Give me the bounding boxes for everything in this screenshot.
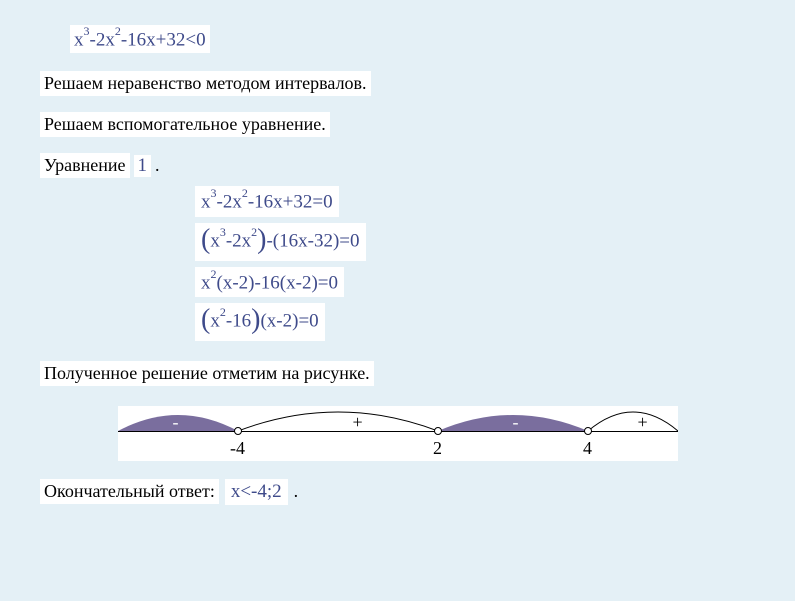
eq-1: x3-2x2-16x+32=0: [195, 186, 339, 216]
point-label-0: -4: [230, 438, 245, 459]
interval-arc-0: [238, 411, 438, 433]
equation-dot: .: [155, 155, 160, 176]
eq-2: (x3-2x2)-(16x-32)=0: [195, 223, 366, 261]
text-aux: Решаем вспомогательное уравнение.: [40, 112, 330, 137]
point-1: [434, 427, 442, 435]
sign-0: -: [173, 412, 179, 433]
answer-dot: .: [294, 481, 299, 502]
sign-3: +: [638, 412, 648, 433]
answer-row: Окончательный ответ: x<-4;2 .: [40, 479, 755, 505]
interval-arc-1: [588, 411, 678, 433]
equations-block: x3-2x2-16x+32=0 (x3-2x2)-(16x-32)=0 x2(x…: [195, 186, 755, 341]
number-line: -4 2 4 - + - +: [118, 406, 678, 461]
text-mark-solution: Полученное решение отметим на рисунке.: [40, 361, 374, 386]
axis-line: [118, 431, 678, 432]
answer-label: Окончательный ответ:: [40, 479, 219, 504]
point-label-2: 4: [583, 438, 592, 459]
equation-number: 1: [134, 155, 152, 177]
equation-label-row: Уравнение 1 .: [40, 153, 755, 178]
answer-formula: x<-4;2: [225, 479, 288, 505]
main-inequality: x3-2x2-16x+32<0: [70, 25, 210, 53]
point-2: [584, 427, 592, 435]
number-line-wrapper: -4 2 4 - + - +: [40, 406, 755, 461]
eq-4: (x2-16)(x-2)=0: [195, 303, 325, 341]
sign-1: +: [353, 412, 363, 433]
text-method: Решаем неравенство методом интервалов.: [40, 71, 371, 96]
sign-2: -: [513, 412, 519, 433]
point-0: [234, 427, 242, 435]
equation-word: Уравнение: [40, 153, 130, 178]
eq-3: x2(x-2)-16(x-2)=0: [195, 267, 344, 297]
point-label-1: 2: [433, 438, 442, 459]
